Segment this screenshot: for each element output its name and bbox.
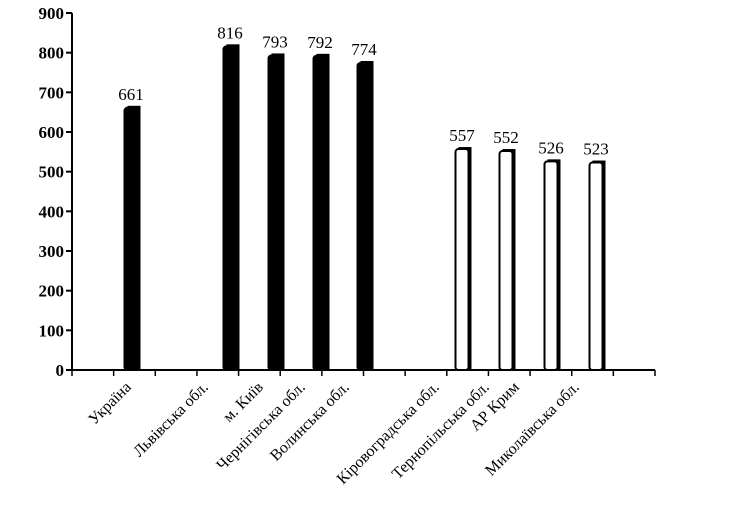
bars <box>123 44 606 372</box>
data-label: 816 <box>217 23 243 42</box>
bar <box>312 54 328 372</box>
bar <box>267 54 283 372</box>
bar <box>454 148 470 371</box>
data-labels: 661 816 793 792 774 557 552 526 523 <box>118 23 609 158</box>
bar <box>498 150 514 371</box>
y-tick-label: 400 <box>39 202 65 221</box>
y-tick-label: 500 <box>39 163 65 182</box>
data-label: 774 <box>351 40 377 59</box>
y-tick-label: 200 <box>39 282 65 301</box>
y-tick-label: 600 <box>39 123 65 142</box>
bar <box>356 61 372 371</box>
data-label: 793 <box>262 32 288 51</box>
data-label: 557 <box>449 126 475 145</box>
y-tick-label: 100 <box>39 321 65 340</box>
bar <box>222 45 238 371</box>
y-tick-label: 0 <box>56 361 65 380</box>
y-tick-label: 700 <box>39 83 65 102</box>
data-label: 552 <box>493 128 519 147</box>
bar <box>123 106 139 371</box>
y-tick-label: 900 <box>39 4 65 23</box>
data-label: 792 <box>307 33 333 52</box>
y-axis-ticks: 0 100 200 300 400 500 600 700 800 900 <box>39 4 72 380</box>
category-label: Волинська обл. <box>267 379 353 465</box>
data-label: 526 <box>538 138 564 157</box>
y-tick-label: 300 <box>39 242 65 261</box>
category-label: Україна <box>85 379 134 428</box>
data-label: 523 <box>583 140 609 159</box>
data-label: 661 <box>118 85 144 104</box>
category-label: Львівська обл. <box>130 379 212 461</box>
bar <box>588 161 604 371</box>
y-tick-label: 800 <box>39 44 65 63</box>
bar <box>543 160 559 371</box>
